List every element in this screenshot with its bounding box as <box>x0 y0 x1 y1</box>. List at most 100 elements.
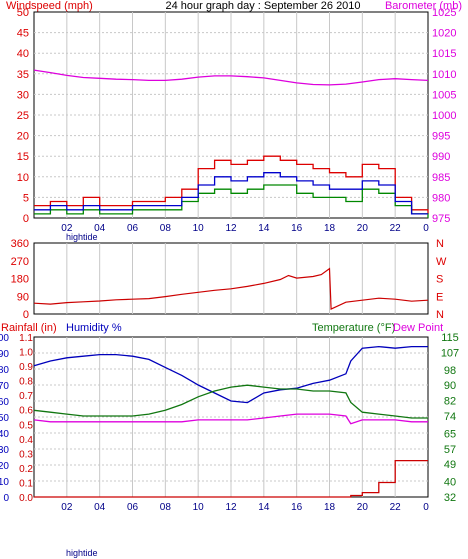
rainfall-axis-label: Rainfall (in) <box>1 322 57 334</box>
rain-tick-label: 0.9 <box>19 362 33 373</box>
windspeed-tick-label: 5 <box>23 192 29 204</box>
rain-tick-label: 0.3 <box>19 449 33 460</box>
rain-tick-label: 0.6 <box>19 406 33 417</box>
temperature-tick-label: 98 <box>444 365 456 377</box>
compass-letter: N <box>436 309 444 321</box>
temperature-tick-label: 65 <box>444 428 456 440</box>
windspeed-tick-label: 50 <box>17 7 29 19</box>
barometer-tick-label: 1020 <box>432 28 456 40</box>
windspeed-tick-label: 35 <box>17 69 29 81</box>
x-tick-label: 06 <box>127 223 139 234</box>
humidity-tick-label: 60 <box>0 397 9 408</box>
x-tick-label: 16 <box>291 223 303 234</box>
x-tick-label: 20 <box>357 502 369 513</box>
barometer-tick-label: 985 <box>432 172 450 184</box>
x-tick-label: 22 <box>390 502 402 513</box>
x-tick-label: 10 <box>193 223 205 234</box>
direction-tick-label: 270 <box>11 256 29 268</box>
chart-title: 24 hour graph day : September 26 2010 <box>165 0 360 12</box>
windspeed-tick-label: 15 <box>17 151 29 163</box>
temperature-tick-label: 40 <box>444 477 456 489</box>
temperature-tick-label: 74 <box>444 411 456 423</box>
barometer-tick-label: 980 <box>432 192 450 204</box>
humidity-tick-label: 80 <box>0 365 9 376</box>
direction-tick-label: 0 <box>23 309 29 321</box>
x-tick-label: 12 <box>225 502 237 513</box>
x-tick-label: 22 <box>390 223 402 234</box>
humidity-tick-label: 40 <box>0 429 9 440</box>
x-tick-label: 20 <box>357 223 369 234</box>
barometer-axis-label: Barometer (mb) <box>385 0 462 12</box>
x-tick-label: 0 <box>423 223 429 234</box>
humidity-tick-label: 90 <box>0 349 9 360</box>
rain-series-line <box>34 459 428 498</box>
direction-tick-label: 180 <box>11 274 29 286</box>
temperature-tick-label: 90 <box>444 380 456 392</box>
x-tick-label: 0 <box>423 502 429 513</box>
humidity-tick-label: 10 <box>0 477 9 488</box>
humidity-tick-label: 30 <box>0 445 9 456</box>
humidity-series-line <box>33 345 428 404</box>
humidity-axis-label: Humidity % <box>66 322 122 334</box>
x-tick-label: 08 <box>160 502 172 513</box>
barometer-tick-label: 1005 <box>432 89 456 101</box>
temperature-series-line <box>33 384 428 419</box>
humidity-tick-label: 20 <box>0 461 9 472</box>
avg-series-line <box>34 172 428 215</box>
x-tick-label: 12 <box>225 223 237 234</box>
x-tick-label: 02 <box>61 223 73 234</box>
windspeed-tick-label: 30 <box>17 89 29 101</box>
barometer-tick-label: 975 <box>432 213 450 225</box>
barometer-tick-label: 995 <box>432 131 450 143</box>
x-tick-label: 14 <box>258 502 270 513</box>
barometer-tick-label: 1025 <box>432 7 456 19</box>
rain-tick-label: 0.0 <box>19 493 33 504</box>
rain-tick-label: 0.1 <box>19 478 33 489</box>
temperature-tick-label: 82 <box>444 396 456 408</box>
windspeed-axis-label: Windspeed (mph) <box>6 0 93 12</box>
humidity-tick-label: 0 <box>3 493 9 504</box>
windspeed-tick-label: 20 <box>17 131 29 143</box>
rain-tick-label: 0.8 <box>19 377 33 388</box>
hightide-label-top: hightide <box>66 232 98 242</box>
x-tick-label: 14 <box>258 223 270 234</box>
temperature-axis-label: Temperature (°F) <box>312 322 395 334</box>
barometer-tick-label: 990 <box>432 151 450 163</box>
temperature-tick-label: 49 <box>444 459 456 471</box>
x-tick-label: 08 <box>160 223 172 234</box>
temperature-tick-label: 115 <box>441 332 459 344</box>
rain-tick-label: 0.5 <box>19 420 33 431</box>
compass-letter: S <box>436 274 443 286</box>
humidity-tick-label: 100 <box>0 333 9 344</box>
compass-letter: N <box>436 238 444 250</box>
wind-series-line <box>34 155 429 214</box>
barometer-tick-label: 1010 <box>432 69 456 81</box>
windspeed-tick-label: 40 <box>17 48 29 60</box>
windspeed-tick-label: 25 <box>17 110 29 122</box>
direction-tick-label: 360 <box>11 238 29 250</box>
x-tick-label: 16 <box>291 502 303 513</box>
x-tick-label: 04 <box>94 223 106 234</box>
temperature-tick-label: 107 <box>441 347 459 359</box>
compass-letter: W <box>436 256 447 268</box>
gust-series-line <box>34 184 429 218</box>
humidity-tick-label: 70 <box>0 381 9 392</box>
barometer-tick-label: 1000 <box>432 110 456 122</box>
x-tick-label: 06 <box>127 502 139 513</box>
dewpoint-axis-label: Dew Point <box>393 322 443 334</box>
x-tick-label: 04 <box>94 502 106 513</box>
windspeed-tick-label: 45 <box>17 28 29 40</box>
x-tick-label: 10 <box>193 502 205 513</box>
x-tick-label: 02 <box>61 502 73 513</box>
windspeed-tick-label: 10 <box>17 172 29 184</box>
hightide-label-bottom: hightide <box>66 548 98 558</box>
rain-tick-label: 1.0 <box>19 348 33 359</box>
compass-letter: E <box>436 291 443 303</box>
rain-tick-label: 0.2 <box>19 464 33 475</box>
wind-direction-line <box>33 267 429 311</box>
x-tick-label: 18 <box>324 223 336 234</box>
temperature-tick-label: 57 <box>444 444 456 456</box>
baro-series-line <box>33 69 429 86</box>
dewpoint-series-line <box>33 413 428 425</box>
